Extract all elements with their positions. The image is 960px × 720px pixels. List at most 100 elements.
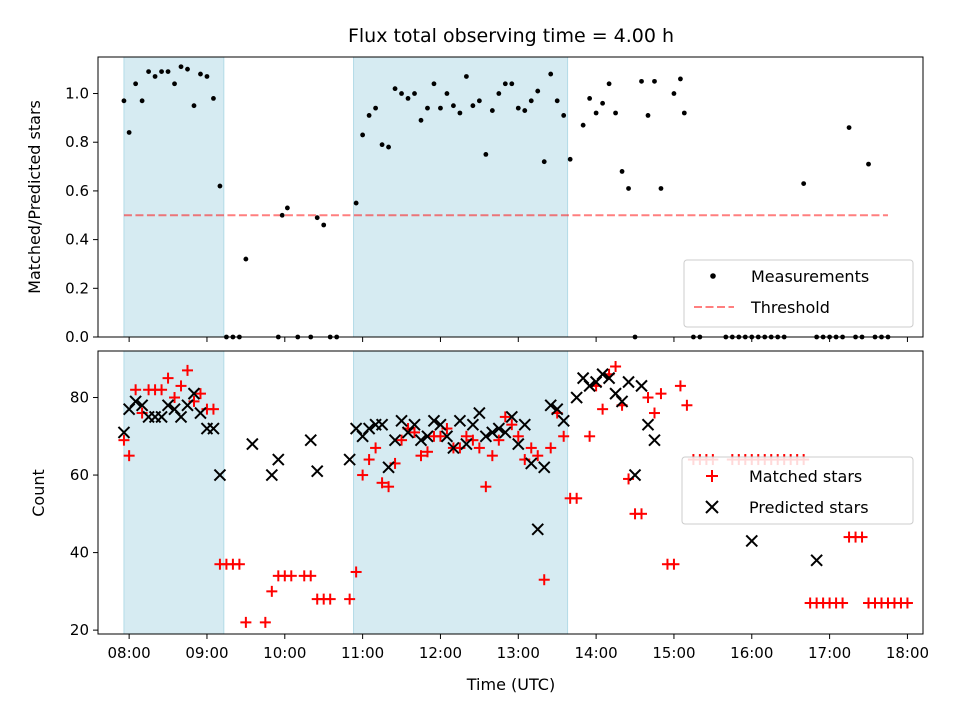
matched-star-point-54 <box>499 411 511 423</box>
x-tick-label-1: 09:00 <box>185 644 228 662</box>
measurement-point-8 <box>172 81 177 87</box>
measurement-point-45 <box>457 110 463 116</box>
x-tick-label-5: 13:00 <box>497 644 540 662</box>
matched-star-point-10 <box>182 364 194 376</box>
measurement-point-39 <box>418 117 424 123</box>
predicted-star-point-28 <box>388 433 402 447</box>
predicted-star-point-53 <box>550 402 564 416</box>
matched-star-point-0 <box>118 434 130 446</box>
matched-star-point-40 <box>409 426 421 438</box>
measurement-point-7 <box>165 69 171 75</box>
measurement-point-77 <box>678 76 683 82</box>
measurement-point-43 <box>444 91 450 96</box>
bottom-x-ticks: 08:00 09:00 10:00 11:00 12:00 13:00 14:00 15:00… <box>108 634 929 662</box>
top-x-ticks <box>128 337 908 342</box>
matched-star-point-26 <box>305 570 317 582</box>
matched-star-point-65 <box>571 492 583 504</box>
matched-star-point-81 <box>681 399 693 411</box>
predicted-star-point-10 <box>181 399 194 412</box>
top-y-tick-label-0: 0.0 <box>65 328 89 346</box>
matched-star-point-76 <box>648 407 660 419</box>
matched-star-point-1 <box>123 450 135 462</box>
bottom-legend: Matched stars Predicted stars <box>681 456 914 525</box>
measurement-point-70 <box>626 186 631 191</box>
predicted-star-point-38 <box>453 414 467 427</box>
measurement-point-74 <box>652 78 657 84</box>
matched-star-point-35 <box>376 477 388 489</box>
measurement-point-42 <box>438 105 443 111</box>
predicted-star-point-14 <box>207 422 220 435</box>
predicted-star-point-66 <box>641 418 655 431</box>
matched-star-point-63 <box>558 430 570 442</box>
measurement-point-41 <box>431 81 437 87</box>
matched-star-point-30 <box>344 593 356 605</box>
predicted-star-point-19 <box>304 433 317 447</box>
predicted-star-point-48 <box>518 418 531 431</box>
predicted-star-point-35 <box>434 418 447 431</box>
top-y-ticks: 0.0 0.2 0.4 0.6 0.8 1.0 <box>65 85 98 346</box>
predicted-star-point-49 <box>525 457 538 470</box>
chart-title: Flux total observing time = 4.00 h <box>348 25 674 47</box>
measurement-point-69 <box>619 169 625 174</box>
x-tick-label-6: 14:00 <box>574 644 617 662</box>
measurement-point-15 <box>217 183 223 189</box>
matched-star-point-38 <box>396 434 408 446</box>
matched-star-point-58 <box>525 442 537 454</box>
matched-star-point-60 <box>538 574 550 586</box>
predicted-star-point-63 <box>622 375 635 389</box>
measurement-point-3 <box>139 98 145 104</box>
predicted-star-point-64 <box>628 468 642 482</box>
x-tick-label-9: 17:00 <box>808 644 851 662</box>
legend-matched-marker <box>706 470 718 482</box>
measurement-point-1 <box>126 130 132 135</box>
measurement-point-63 <box>580 122 586 128</box>
matched-star-point-21 <box>266 585 278 597</box>
matched-star-point-55 <box>506 419 518 431</box>
top-y-tick-label-1: 0.2 <box>65 279 89 297</box>
measurement-point-66 <box>600 100 605 106</box>
measurement-point-78 <box>681 110 687 116</box>
measurement-point-59 <box>548 71 554 77</box>
measurement-point-68 <box>613 110 618 116</box>
matched-star-point-31 <box>350 566 362 578</box>
legend-matched-label: Matched stars <box>749 467 862 486</box>
predicted-star-point-41 <box>473 406 486 420</box>
predicted-star-point-46 <box>505 410 519 424</box>
x-tick-label-4: 12:00 <box>419 644 462 662</box>
measurement-point-36 <box>399 91 404 96</box>
matched-star-point-34 <box>370 442 382 454</box>
measurement-point-50 <box>489 108 495 113</box>
predicted-star-point-16 <box>246 437 259 451</box>
predicted-star-point-39 <box>460 437 473 451</box>
matched-star-point-70 <box>610 361 622 373</box>
measurement-point-40 <box>425 105 430 111</box>
predicted-star-point-21 <box>343 453 356 466</box>
matched-star-point-18 <box>233 558 245 570</box>
predicted-star-point-43 <box>486 426 499 439</box>
matched-star-point-52 <box>486 450 498 462</box>
matched-star-point-50 <box>473 442 485 454</box>
measurement-point-91 <box>801 181 807 187</box>
predicted-star-point-62 <box>615 395 629 408</box>
x-tick-label-7: 15:00 <box>652 644 695 662</box>
predicted-star-point-26 <box>375 418 389 431</box>
predicted-star-point-52 <box>544 399 557 412</box>
matched-star-point-12 <box>194 388 206 400</box>
shaded-interval-1 <box>353 56 569 338</box>
predicted-star-point-31 <box>408 418 421 431</box>
matched-star-point-7 <box>162 372 174 384</box>
predicted-star-point-57 <box>583 379 596 393</box>
bottom-y-tick-label-1: 40 <box>70 544 89 562</box>
measurement-point-22 <box>284 205 290 211</box>
predicted-star-point-68 <box>745 534 758 548</box>
predicted-star-point-2 <box>129 395 142 408</box>
measurement-point-49 <box>483 151 489 157</box>
legend-threshold-label: Threshold <box>750 298 830 317</box>
predicted-star-point-54 <box>557 414 570 427</box>
predicted-star-point-36 <box>440 430 454 443</box>
legend-predicted-label: Predicted stars <box>749 498 869 517</box>
predicted-star-point-11 <box>187 387 201 400</box>
matched-star-point-61 <box>545 442 557 454</box>
measurement-point-30 <box>360 132 366 138</box>
